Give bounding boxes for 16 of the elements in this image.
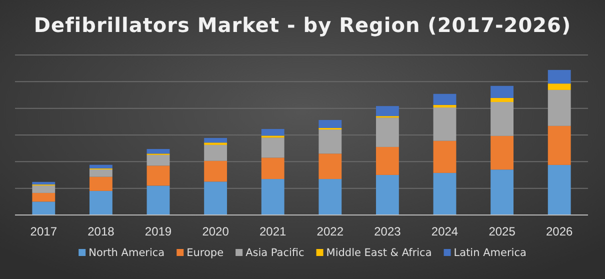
- x-tick-label: 2020: [202, 224, 230, 239]
- legend-label: Asia Pacific: [246, 247, 305, 259]
- legend-label: Latin America: [454, 247, 526, 259]
- legend-label: North America: [88, 247, 165, 259]
- legend-label: Europe: [186, 247, 224, 259]
- x-tick-label: 2026: [546, 224, 574, 239]
- x-tick-label: 2022: [316, 224, 344, 239]
- x-tick-label: 2024: [431, 224, 458, 239]
- x-tick-label: 2018: [88, 224, 115, 239]
- x-tick-label: 2025: [488, 224, 516, 239]
- legend-label: Middle East & Africa: [326, 247, 432, 259]
- x-tick-label: 2019: [144, 224, 172, 239]
- x-tick-label: 2021: [260, 224, 287, 239]
- chart-title: Defibrillators Market - by Region (2017-2026): [34, 13, 572, 37]
- x-tick-label: 2023: [374, 224, 402, 239]
- x-tick-label: 2017: [30, 224, 58, 239]
